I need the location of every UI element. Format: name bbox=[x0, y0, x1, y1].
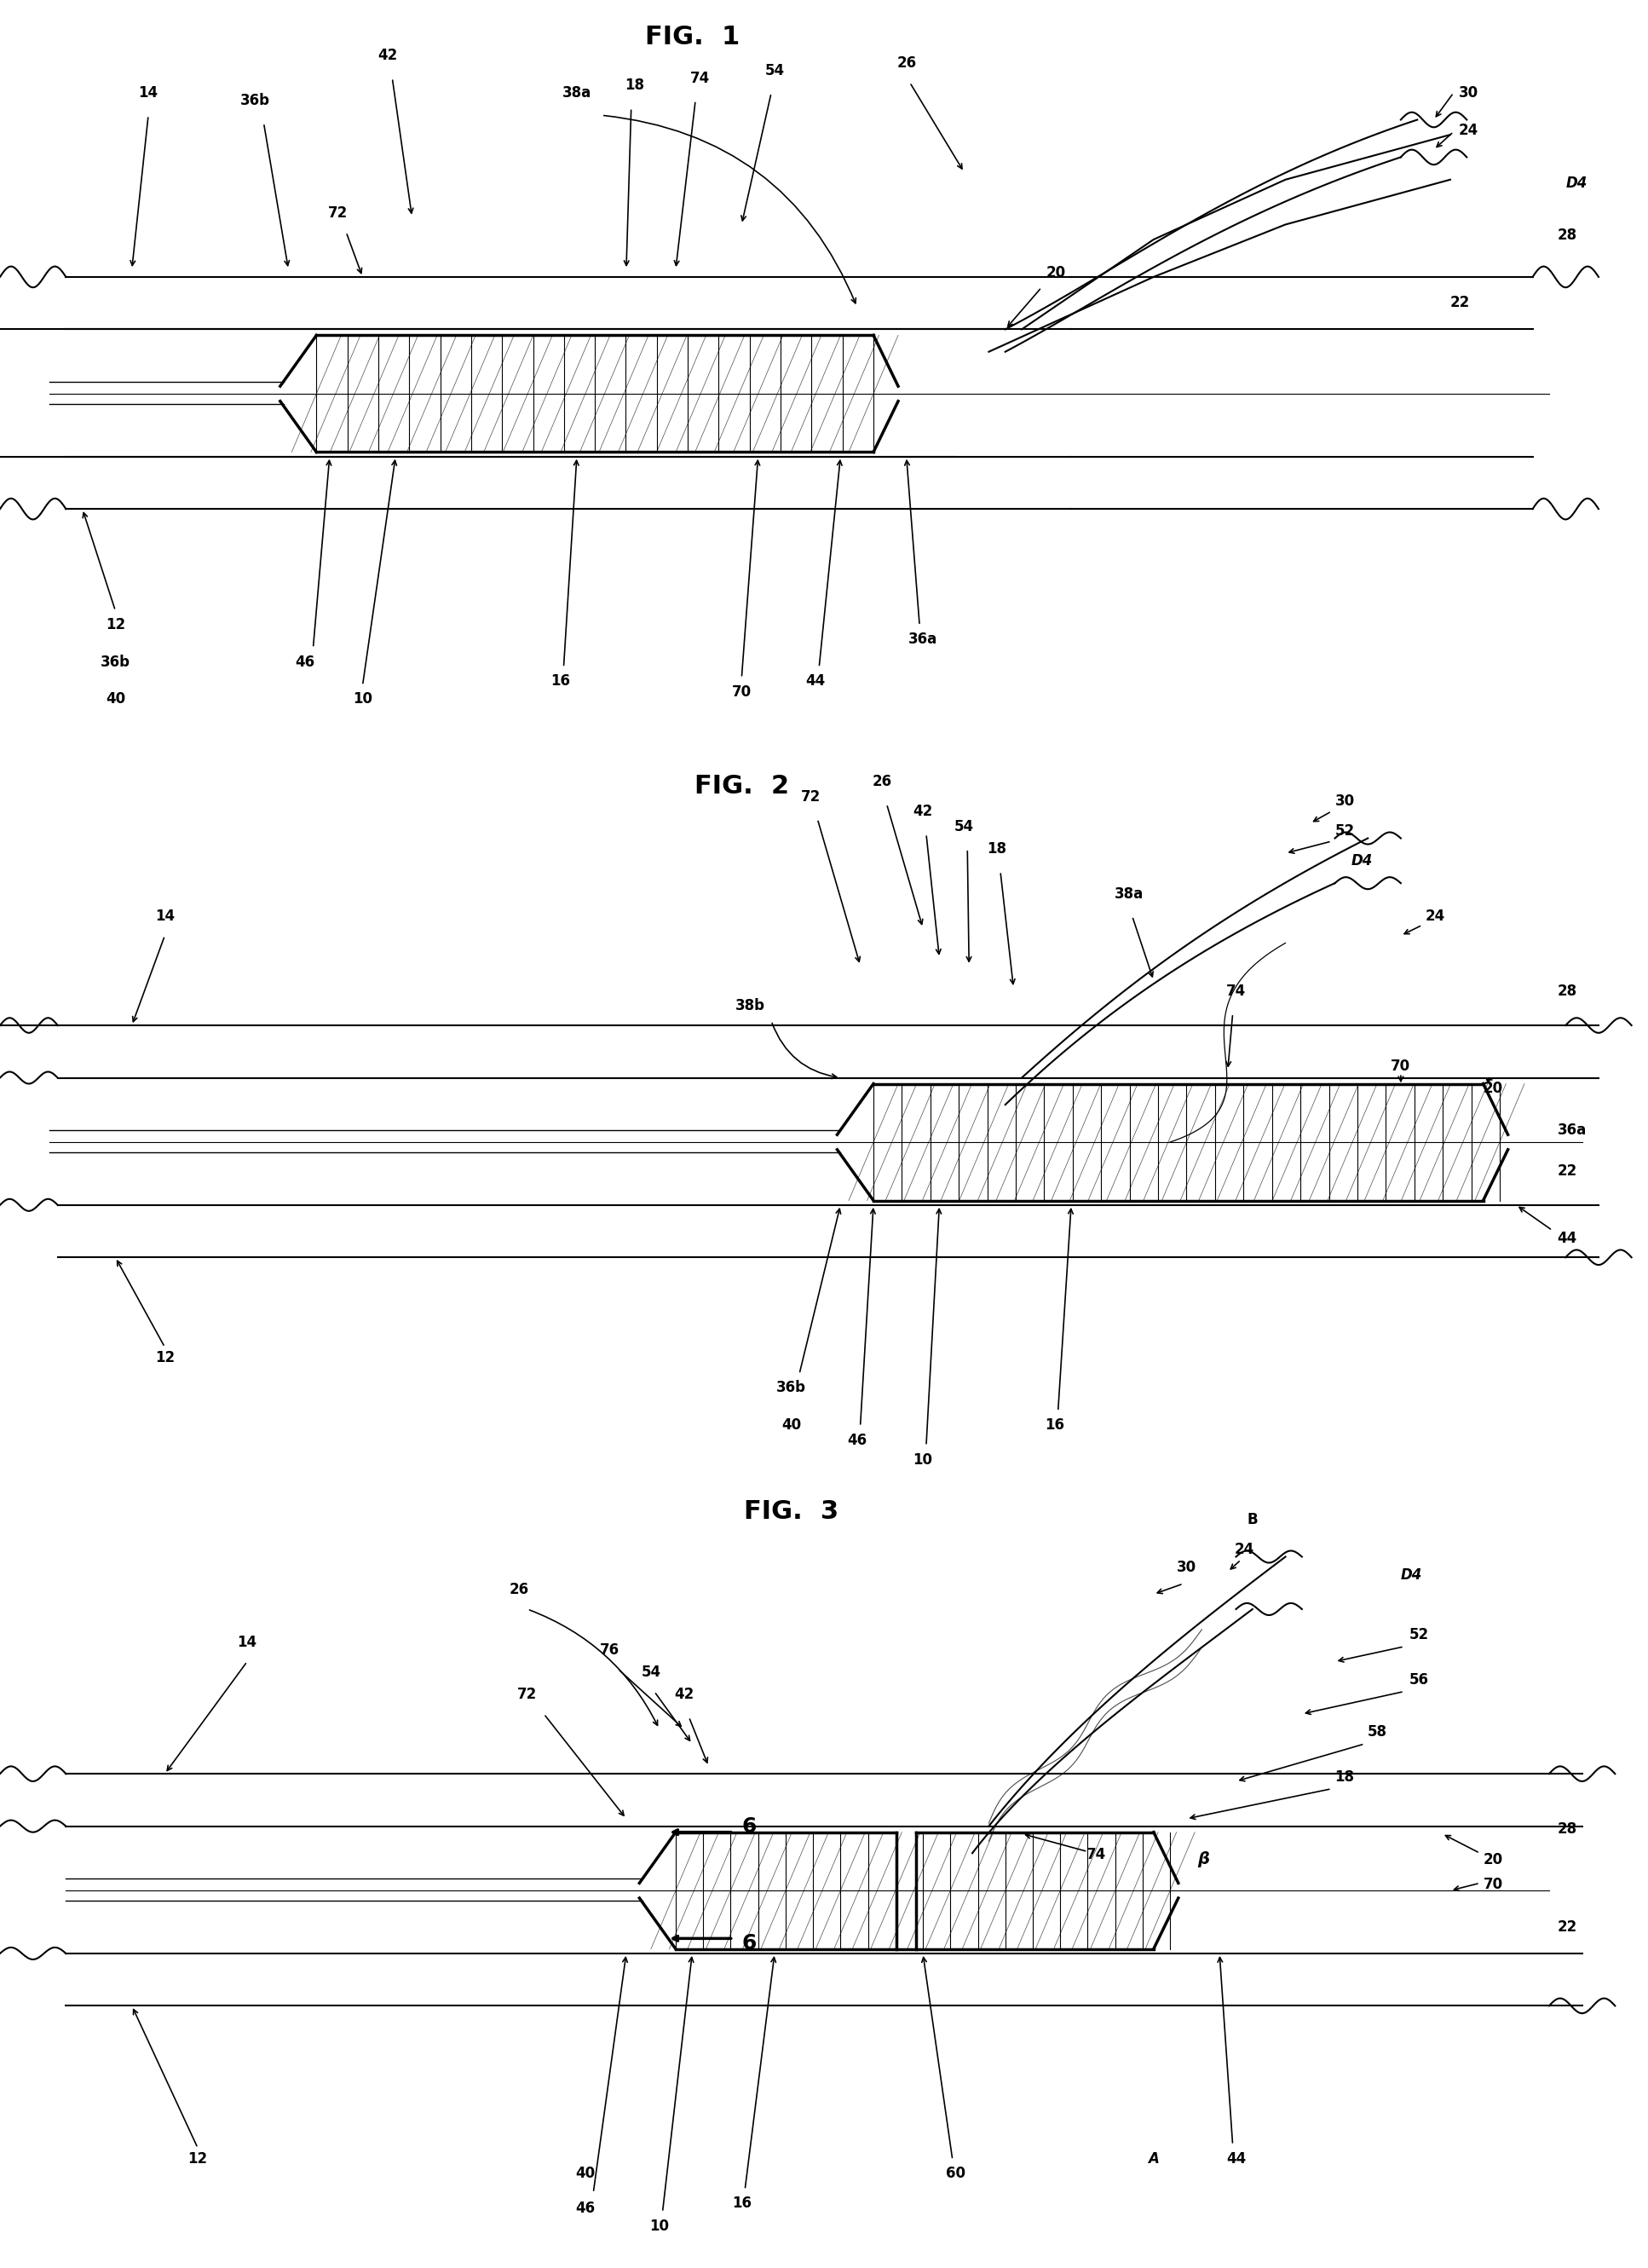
Text: β: β bbox=[1196, 1851, 1210, 1867]
Text: 26: 26 bbox=[897, 54, 916, 70]
Text: 16: 16 bbox=[550, 674, 570, 689]
Text: 10: 10 bbox=[913, 1452, 933, 1467]
Text: 12: 12 bbox=[105, 617, 125, 633]
Text: 18: 18 bbox=[1335, 1769, 1355, 1785]
Text: 38a: 38a bbox=[1114, 887, 1144, 903]
Text: D4: D4 bbox=[1566, 175, 1587, 191]
Text: 26: 26 bbox=[509, 1583, 529, 1597]
Text: 16: 16 bbox=[1045, 1418, 1065, 1433]
Text: 76: 76 bbox=[600, 1642, 620, 1658]
Text: 30: 30 bbox=[1335, 794, 1355, 810]
Text: 30: 30 bbox=[1458, 86, 1478, 100]
Text: B: B bbox=[1248, 1513, 1257, 1526]
Text: D4: D4 bbox=[1351, 853, 1373, 869]
Text: 14: 14 bbox=[138, 86, 158, 100]
Text: 72: 72 bbox=[801, 789, 821, 805]
Text: 72: 72 bbox=[517, 1687, 537, 1703]
Text: 28: 28 bbox=[1557, 984, 1577, 998]
Text: 58: 58 bbox=[1368, 1724, 1388, 1740]
Text: 20: 20 bbox=[1483, 1082, 1503, 1095]
Text: 52: 52 bbox=[1335, 823, 1355, 839]
Text: 40: 40 bbox=[781, 1418, 801, 1433]
Text: 52: 52 bbox=[1409, 1626, 1429, 1642]
Text: 44: 44 bbox=[806, 674, 826, 689]
Text: 26: 26 bbox=[872, 773, 892, 789]
Text: 22: 22 bbox=[1557, 1919, 1577, 1935]
Text: D4: D4 bbox=[1401, 1567, 1422, 1583]
Text: 12: 12 bbox=[188, 2150, 208, 2166]
Text: 16: 16 bbox=[732, 2195, 751, 2211]
Text: 12: 12 bbox=[155, 1349, 175, 1365]
Text: 6: 6 bbox=[742, 1817, 756, 1837]
Text: 10: 10 bbox=[649, 2218, 669, 2234]
Text: 24: 24 bbox=[1234, 1542, 1254, 1558]
Text: 18: 18 bbox=[987, 841, 1007, 857]
Text: 42: 42 bbox=[377, 48, 397, 64]
Text: 72: 72 bbox=[328, 204, 348, 220]
Text: 60: 60 bbox=[946, 2166, 966, 2182]
Text: 38a: 38a bbox=[562, 86, 592, 100]
Text: 54: 54 bbox=[954, 819, 974, 835]
Text: 70: 70 bbox=[1483, 1878, 1503, 1892]
Text: 6: 6 bbox=[742, 1932, 756, 1953]
Text: 74: 74 bbox=[691, 70, 710, 86]
Text: FIG.  2: FIG. 2 bbox=[694, 773, 789, 798]
Text: 24: 24 bbox=[1426, 909, 1445, 923]
Text: 42: 42 bbox=[913, 803, 933, 819]
Text: 36a: 36a bbox=[1557, 1123, 1587, 1139]
Text: 30: 30 bbox=[1177, 1560, 1196, 1576]
Text: FIG.  3: FIG. 3 bbox=[743, 1499, 839, 1524]
Text: 70: 70 bbox=[1391, 1059, 1411, 1073]
Text: 28: 28 bbox=[1557, 227, 1577, 243]
Text: 46: 46 bbox=[847, 1433, 867, 1447]
Text: 38b: 38b bbox=[735, 998, 765, 1014]
Text: 28: 28 bbox=[1557, 1821, 1577, 1837]
Text: 14: 14 bbox=[237, 1635, 257, 1651]
Text: 36b: 36b bbox=[241, 93, 270, 109]
Text: 70: 70 bbox=[732, 685, 751, 699]
Text: 24: 24 bbox=[1458, 122, 1478, 138]
Text: 36b: 36b bbox=[776, 1381, 806, 1395]
Text: 20: 20 bbox=[1483, 1851, 1503, 1867]
Text: 42: 42 bbox=[674, 1687, 694, 1703]
Text: 74: 74 bbox=[1226, 984, 1246, 998]
Text: 54: 54 bbox=[641, 1665, 661, 1681]
Text: 18: 18 bbox=[625, 77, 644, 93]
Text: 56: 56 bbox=[1409, 1672, 1429, 1687]
Text: 46: 46 bbox=[575, 2200, 595, 2216]
Text: 74: 74 bbox=[1086, 1846, 1106, 1862]
Text: 20: 20 bbox=[1046, 265, 1066, 281]
Text: 46: 46 bbox=[295, 653, 315, 669]
Text: A: A bbox=[1149, 2150, 1159, 2166]
Text: 40: 40 bbox=[105, 692, 125, 708]
Text: FIG.  1: FIG. 1 bbox=[644, 25, 740, 50]
Text: 44: 44 bbox=[1557, 1232, 1577, 1245]
Text: 44: 44 bbox=[1226, 2150, 1246, 2166]
Text: 10: 10 bbox=[353, 692, 372, 708]
Text: 14: 14 bbox=[155, 909, 175, 923]
Text: 22: 22 bbox=[1450, 295, 1470, 311]
Text: 36b: 36b bbox=[101, 653, 130, 669]
Text: 22: 22 bbox=[1557, 1163, 1577, 1179]
Text: 36a: 36a bbox=[908, 633, 938, 646]
Text: 54: 54 bbox=[765, 64, 784, 79]
Text: 40: 40 bbox=[575, 2166, 595, 2182]
